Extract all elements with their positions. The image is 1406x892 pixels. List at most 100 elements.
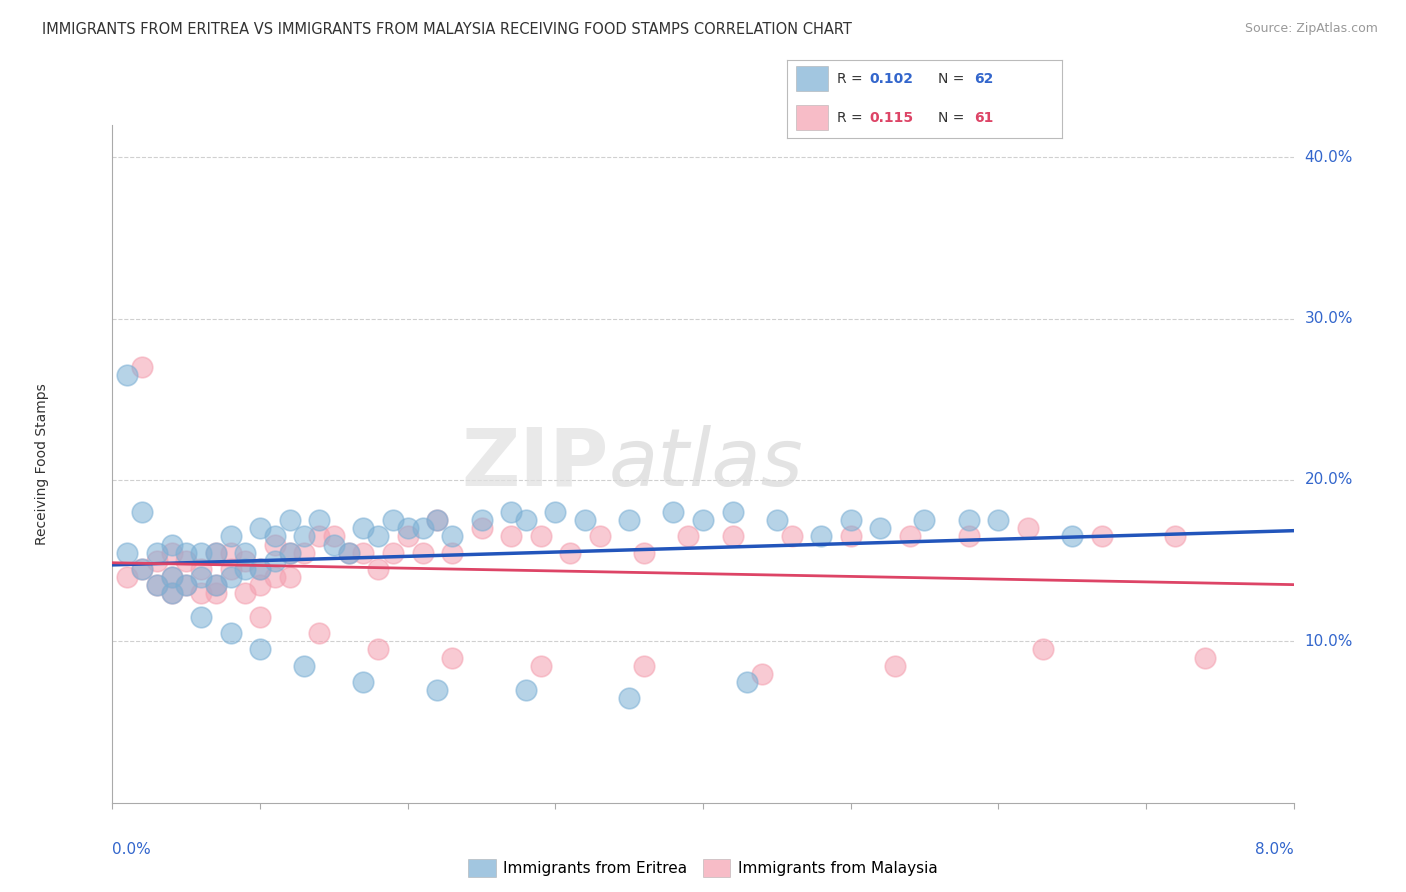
Point [529, 529, 551, 543]
Point [233, 586, 256, 600]
Point [174, 554, 197, 568]
Point [1032, 642, 1054, 657]
Point [292, 658, 315, 673]
Point [264, 529, 287, 543]
Point [780, 529, 803, 543]
Point [898, 529, 921, 543]
Bar [796, 66, 828, 91]
Point [1194, 650, 1216, 665]
Point [560, 546, 582, 560]
Point [308, 513, 330, 527]
Point [529, 658, 551, 673]
Point [190, 586, 212, 600]
Point [205, 578, 228, 592]
Point [515, 682, 537, 697]
Point [249, 578, 271, 592]
Point [160, 570, 183, 584]
Point [131, 505, 153, 519]
Point [471, 513, 494, 527]
Point [367, 562, 389, 576]
Point [588, 529, 610, 543]
Point [1017, 521, 1039, 535]
Point [233, 546, 256, 560]
Point [957, 513, 980, 527]
Point [146, 546, 169, 560]
Point [278, 570, 301, 584]
Point [412, 546, 434, 560]
Point [131, 562, 153, 576]
Point [574, 513, 596, 527]
Point [633, 658, 655, 673]
Point [441, 529, 464, 543]
Legend: Immigrants from Eritrea, Immigrants from Malaysia: Immigrants from Eritrea, Immigrants from… [463, 853, 943, 883]
Point [323, 537, 346, 551]
Point [678, 529, 700, 543]
Text: 30.0%: 30.0% [1305, 311, 1353, 326]
Point [426, 513, 449, 527]
Point [737, 674, 759, 689]
Text: atlas: atlas [609, 425, 803, 503]
Point [633, 546, 655, 560]
Text: IMMIGRANTS FROM ERITREA VS IMMIGRANTS FROM MALAYSIA RECEIVING FOOD STAMPS CORREL: IMMIGRANTS FROM ERITREA VS IMMIGRANTS FR… [42, 22, 852, 37]
Point [174, 578, 197, 592]
Point [190, 570, 212, 584]
Point [219, 570, 242, 584]
Point [278, 546, 301, 560]
Point [501, 505, 523, 519]
Point [839, 529, 862, 543]
Point [292, 546, 315, 560]
Point [131, 562, 153, 576]
Point [426, 682, 449, 697]
Point [323, 529, 346, 543]
Point [264, 554, 287, 568]
Point [205, 578, 228, 592]
Point [471, 521, 494, 535]
Point [160, 570, 183, 584]
Point [146, 554, 169, 568]
Point [219, 626, 242, 640]
Text: 8.0%: 8.0% [1254, 842, 1294, 856]
Point [367, 529, 389, 543]
Point [1091, 529, 1114, 543]
Point [692, 513, 714, 527]
Point [619, 690, 641, 705]
Point [146, 578, 169, 592]
Point [765, 513, 787, 527]
Point [914, 513, 936, 527]
Point [619, 513, 641, 527]
Point [337, 546, 360, 560]
Point [160, 546, 183, 560]
Text: 0.115: 0.115 [869, 111, 914, 125]
Text: 20.0%: 20.0% [1305, 473, 1353, 488]
Text: 10.0%: 10.0% [1305, 634, 1353, 648]
Point [249, 642, 271, 657]
Point [441, 650, 464, 665]
Point [233, 554, 256, 568]
Point [1164, 529, 1187, 543]
Text: R =: R = [837, 71, 866, 86]
Point [190, 610, 212, 624]
Point [839, 513, 862, 527]
Point [219, 562, 242, 576]
Point [352, 674, 374, 689]
Point [382, 546, 405, 560]
Point [205, 546, 228, 560]
Point [412, 521, 434, 535]
Text: R =: R = [837, 111, 866, 125]
Point [957, 529, 980, 543]
Point [264, 570, 287, 584]
Point [382, 513, 405, 527]
Text: N =: N = [938, 111, 969, 125]
Point [662, 505, 685, 519]
Text: ZIP: ZIP [461, 425, 609, 503]
Point [278, 546, 301, 560]
Point [249, 610, 271, 624]
Text: 62: 62 [974, 71, 993, 86]
Point [205, 586, 228, 600]
Text: 0.0%: 0.0% [112, 842, 152, 856]
Point [249, 562, 271, 576]
Point [278, 513, 301, 527]
Point [337, 546, 360, 560]
Point [233, 562, 256, 576]
Point [987, 513, 1010, 527]
